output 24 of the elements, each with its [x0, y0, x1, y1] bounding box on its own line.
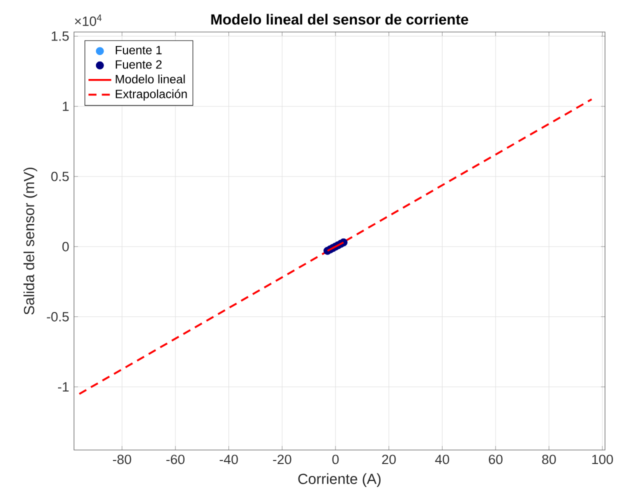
- x-tick-label: -60: [166, 454, 185, 464]
- y-tick-label: -0.5: [46, 312, 69, 322]
- y-tick-label: 0.5: [51, 172, 69, 182]
- legend-label: Fuente 2: [116, 60, 162, 69]
- y-tick-label: -1: [58, 382, 69, 392]
- x-tick-label: 20: [382, 454, 396, 464]
- x-tick-label: -40: [220, 454, 238, 464]
- y-tick-label: 0: [62, 242, 69, 252]
- x-tick-label: 100: [592, 454, 613, 464]
- x-tick-label: 80: [542, 454, 556, 464]
- chart-title: Modelo lineal del sensor de corriente: [211, 14, 468, 25]
- y-axis-title: Salida del sensor (mV): [24, 168, 38, 315]
- legend-label: Fuente 1: [116, 46, 162, 54]
- text: ×10$^{4}$: [74, 14, 102, 26]
- y-tick-label: 1.5: [52, 32, 69, 41]
- x-tick-label: 0: [332, 454, 339, 464]
- x-tick-label: 60: [488, 454, 502, 464]
- y-tick-label: 1: [62, 102, 69, 111]
- legend-label: Modelo lineal: [116, 74, 185, 84]
- x-axis-title: Corriente (A): [298, 473, 381, 487]
- x-tick-label: -80: [112, 454, 132, 464]
- legend-label: Extrapolación: [116, 89, 187, 101]
- x-tick-label: 40: [435, 454, 450, 464]
- x-tick-label: -20: [273, 454, 292, 464]
